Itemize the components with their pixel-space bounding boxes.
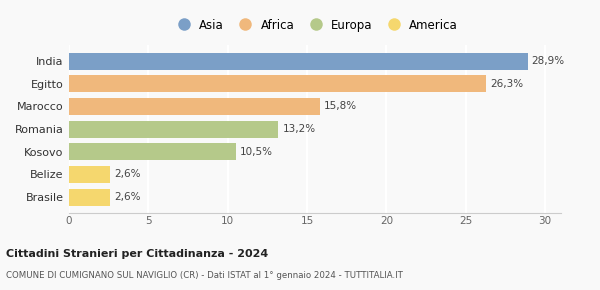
- Legend: Asia, Africa, Europa, America: Asia, Africa, Europa, America: [167, 14, 463, 36]
- Bar: [69, 98, 320, 115]
- Bar: [69, 75, 487, 92]
- Text: 13,2%: 13,2%: [283, 124, 316, 134]
- Bar: [69, 166, 110, 183]
- Bar: [69, 52, 527, 70]
- Text: Cittadini Stranieri per Cittadinanza - 2024: Cittadini Stranieri per Cittadinanza - 2…: [6, 249, 268, 259]
- Text: 2,6%: 2,6%: [114, 192, 141, 202]
- Text: 15,8%: 15,8%: [324, 102, 357, 111]
- Bar: [69, 121, 278, 137]
- Bar: [69, 188, 110, 206]
- Text: 26,3%: 26,3%: [490, 79, 523, 89]
- Text: COMUNE DI CUMIGNANO SUL NAVIGLIO (CR) - Dati ISTAT al 1° gennaio 2024 - TUTTITAL: COMUNE DI CUMIGNANO SUL NAVIGLIO (CR) - …: [6, 271, 403, 280]
- Text: 28,9%: 28,9%: [532, 56, 565, 66]
- Text: 2,6%: 2,6%: [114, 169, 141, 179]
- Bar: [69, 143, 236, 160]
- Text: 10,5%: 10,5%: [239, 147, 272, 157]
